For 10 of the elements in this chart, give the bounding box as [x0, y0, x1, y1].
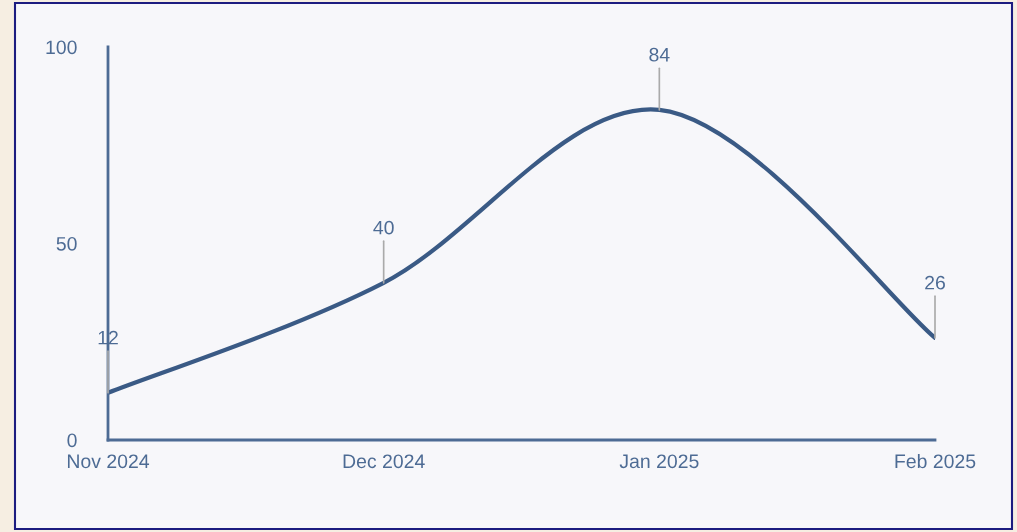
- x-tick-label: Feb 2025: [895, 453, 976, 469]
- data-label: 26: [925, 275, 945, 290]
- y-tick-label: 0: [67, 433, 77, 448]
- data-label: 40: [373, 220, 394, 235]
- x-tick-label: Dec 2024: [343, 454, 425, 469]
- y-tick-label: 100: [46, 40, 77, 55]
- y-tick-label: 50: [56, 236, 77, 251]
- x-tick-label: Jan 2025: [619, 454, 699, 469]
- data-label: 84: [649, 47, 670, 62]
- x-tick-label: Nov 2024: [67, 454, 150, 469]
